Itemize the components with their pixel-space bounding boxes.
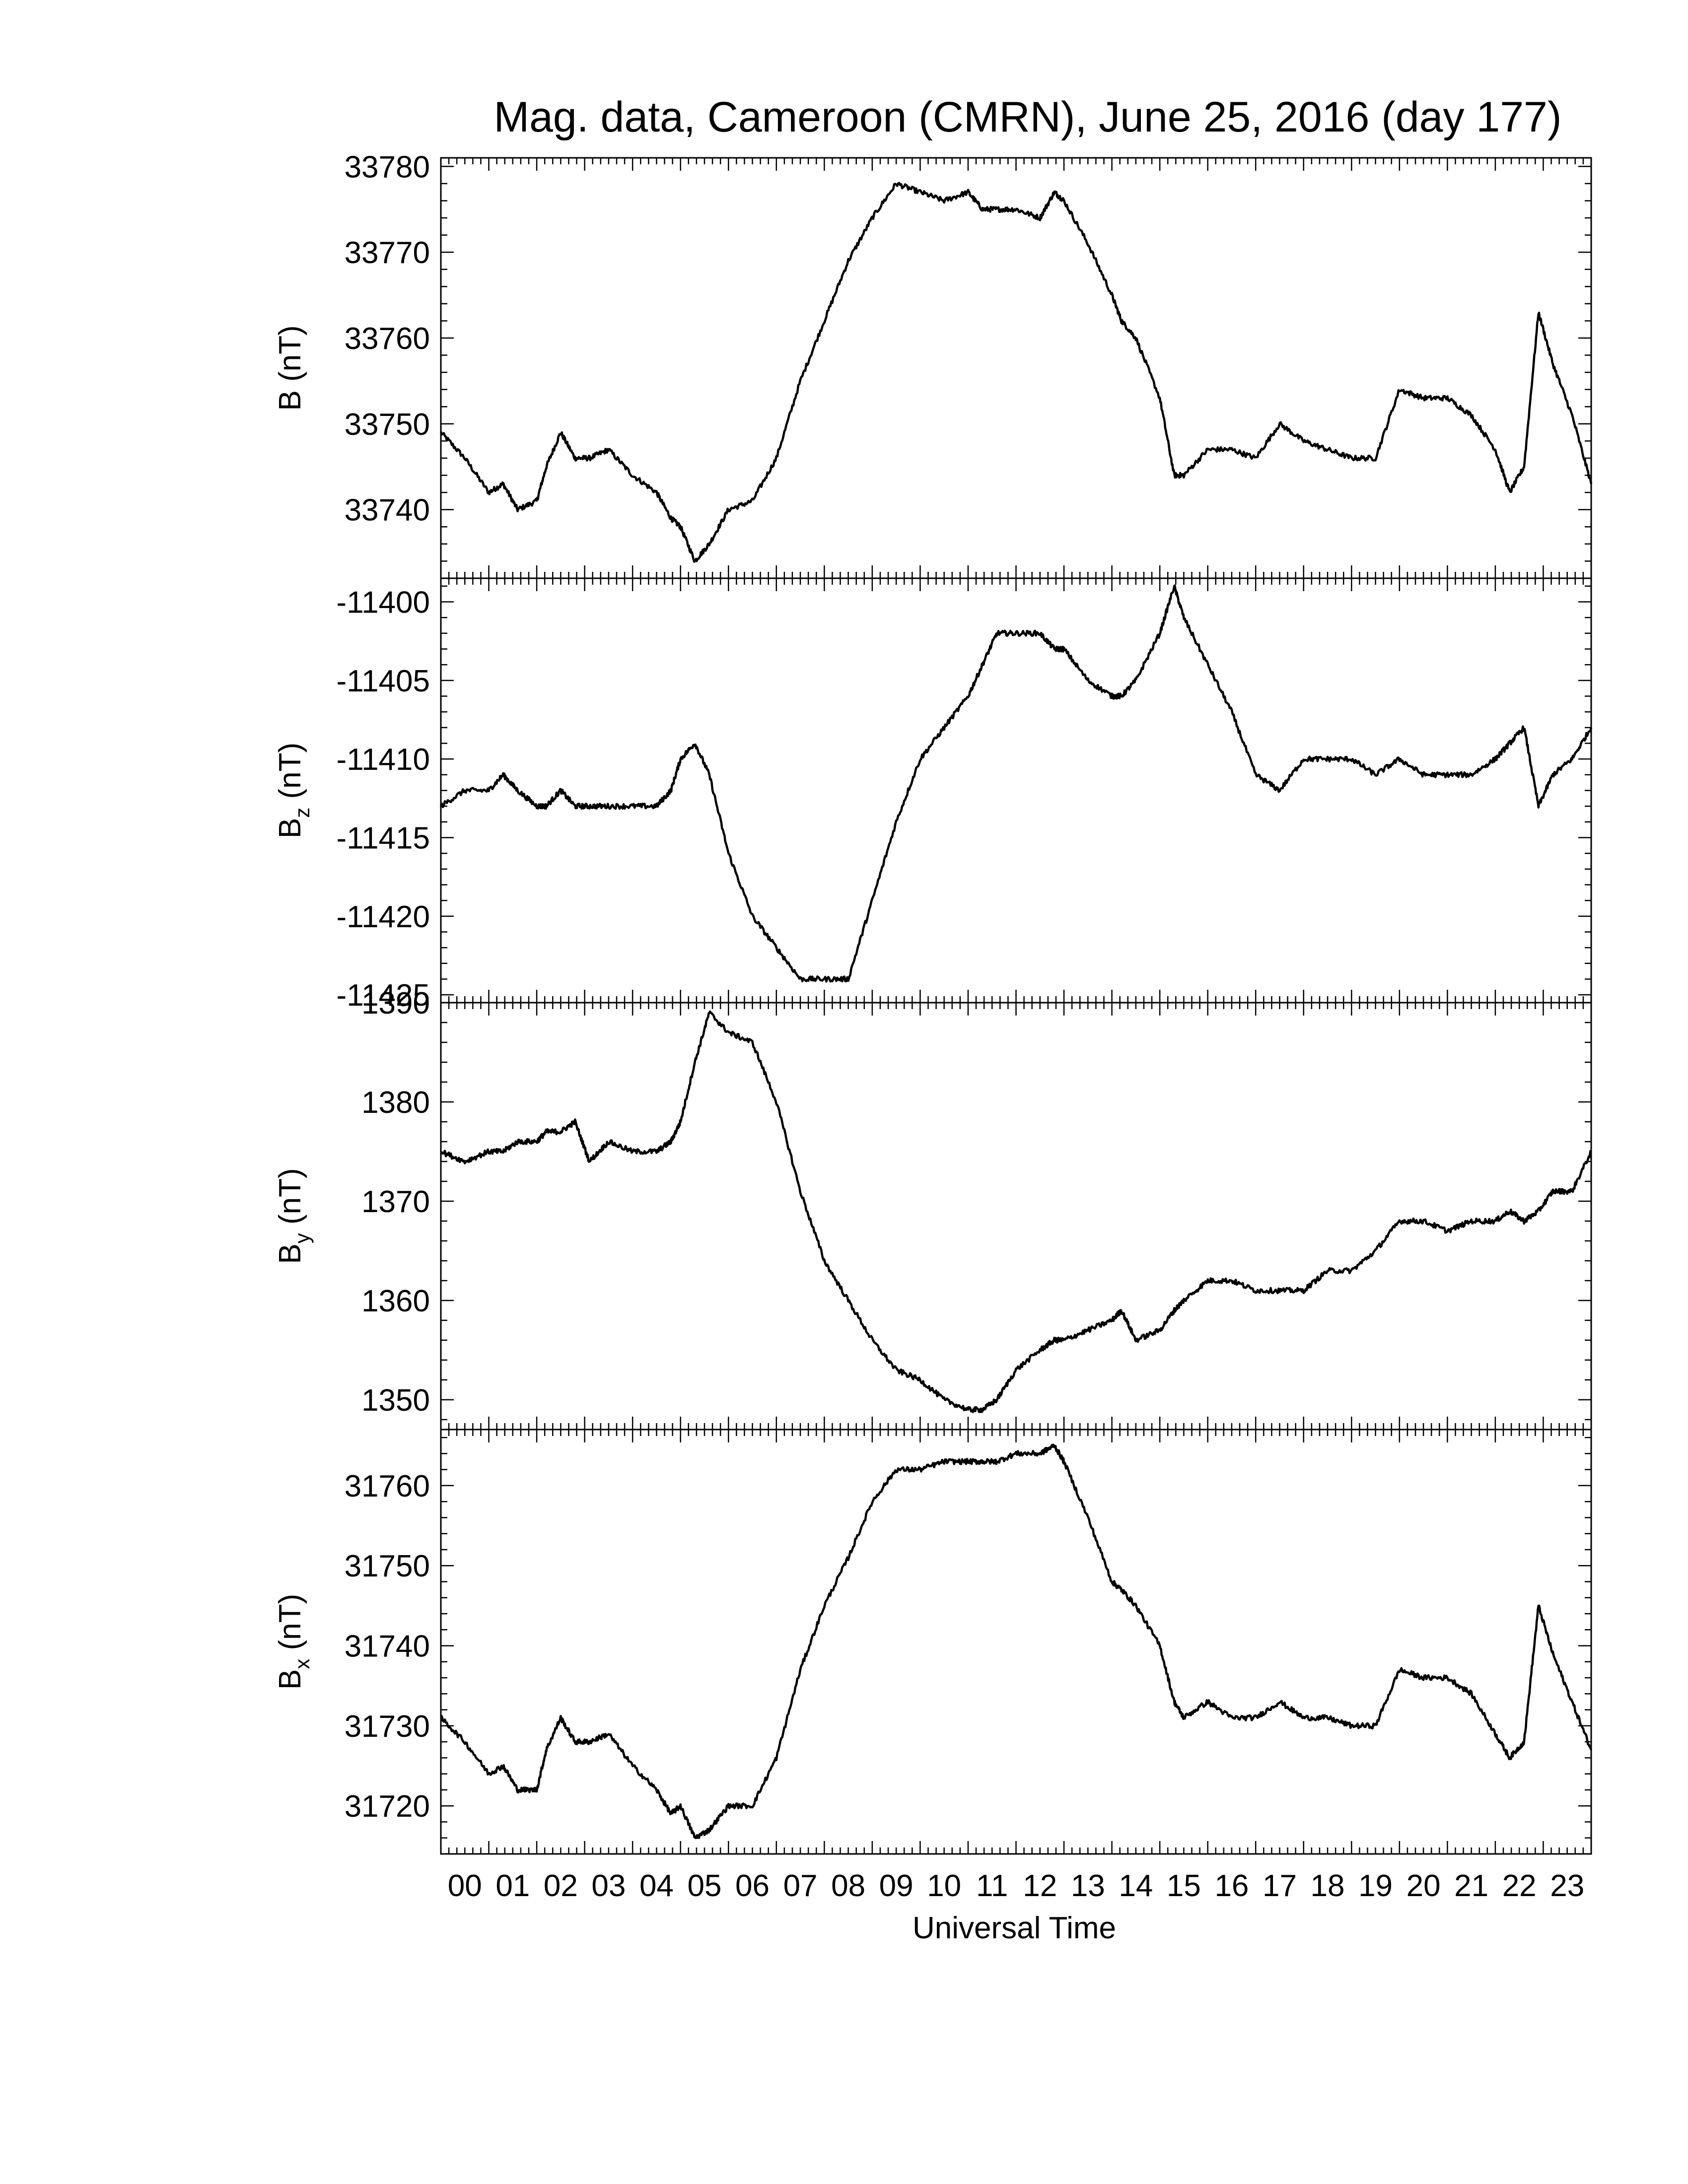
y-tick-label: -11400 — [337, 586, 430, 620]
y-tick-label: 1390 — [361, 986, 430, 1021]
plot-frame — [440, 1429, 1592, 1855]
x-tick-label: 16 — [1214, 1869, 1249, 1903]
y-tick-label: -11415 — [337, 821, 430, 856]
x-tick-label: 19 — [1358, 1869, 1393, 1903]
series-line — [440, 1010, 1592, 1413]
y-tick-label: -11425 — [337, 978, 430, 1013]
x-tick-label: 22 — [1502, 1869, 1537, 1903]
y-axis-label: Bz (nT) — [273, 743, 314, 838]
plot-frame — [440, 577, 1592, 1004]
x-tick-label: 12 — [1023, 1869, 1057, 1903]
y-tick-label: 31720 — [345, 1789, 430, 1824]
y-tick-label: 1380 — [361, 1086, 430, 1120]
chart-title: Mag. data, Cameroon (CMRN), June 25, 201… — [493, 93, 1561, 141]
y-tick-label: -11410 — [337, 743, 430, 777]
series-line — [440, 1443, 1593, 1840]
y-axis-label: B (nT) — [273, 325, 307, 410]
series-line — [439, 584, 1593, 983]
x-tick-label: 17 — [1263, 1869, 1297, 1903]
y-axis-label: Bx (nT) — [273, 1594, 314, 1690]
x-tick-label: 04 — [639, 1869, 674, 1903]
series-line — [439, 182, 1593, 563]
y-tick-label: 33740 — [345, 493, 430, 528]
panel-2: -11400 -11405 -11410 -11415 -11420 -11425 Bz (… — [273, 577, 1593, 1013]
y-tick-label: 33770 — [345, 236, 430, 270]
y-tick-label: 33760 — [345, 322, 430, 356]
x-tick-label: 05 — [687, 1869, 721, 1903]
y-tick-label: 1350 — [361, 1383, 430, 1418]
x-tick-label: 06 — [735, 1869, 770, 1903]
x-tick-label: 21 — [1454, 1869, 1488, 1903]
x-tick-label: 13 — [1071, 1869, 1105, 1903]
y-tick-label: 31760 — [345, 1469, 430, 1503]
x-tick-label: 08 — [831, 1869, 865, 1903]
y-tick-label: -11405 — [337, 664, 430, 698]
x-tick-labels: 00 01 02 03 04 05 06 07 08 09 10 11 12 13 14 15 16 17 18 19… — [448, 1869, 1584, 1903]
x-tick-label: 02 — [544, 1869, 578, 1903]
y-tick-label: 31740 — [345, 1630, 430, 1664]
panel-4: 31720 31730 31740 31750 31760 Bx (nT) — [273, 1429, 1593, 1855]
y-tick-label: 33750 — [345, 408, 430, 442]
x-tick-label: 20 — [1407, 1869, 1441, 1903]
x-tick-label: 03 — [591, 1869, 626, 1903]
y-tick-label: 1370 — [361, 1185, 430, 1219]
y-tick-label: 1360 — [361, 1284, 430, 1318]
x-axis-label: Universal Time — [913, 1911, 1116, 1945]
x-tick-label: 15 — [1167, 1869, 1201, 1903]
y-tick-label: -11420 — [337, 900, 430, 934]
x-tick-label: 18 — [1311, 1869, 1345, 1903]
panel-3: 1350 1360 1370 1380 1390 By (nT) — [273, 986, 1592, 1431]
x-tick-label: 11 — [976, 1869, 1008, 1903]
x-tick-label: 07 — [783, 1869, 818, 1903]
panel-1: 33740 33750 33760 33770 33780 B (nT) — [273, 150, 1593, 579]
x-tick-label: 23 — [1550, 1869, 1584, 1903]
y-tick-label: 31730 — [345, 1709, 430, 1744]
plot-frame — [440, 1002, 1592, 1431]
y-tick-label: 31750 — [345, 1549, 430, 1583]
x-tick-label: 01 — [495, 1869, 530, 1903]
x-tick-label: 00 — [448, 1869, 482, 1903]
y-tick-label: 33780 — [345, 150, 430, 184]
x-tick-label: 10 — [927, 1869, 961, 1903]
x-tick-label: 09 — [879, 1869, 914, 1903]
x-tick-label: 14 — [1119, 1869, 1153, 1903]
plot-frame — [440, 157, 1592, 579]
y-axis-label: By (nT) — [273, 1168, 314, 1264]
